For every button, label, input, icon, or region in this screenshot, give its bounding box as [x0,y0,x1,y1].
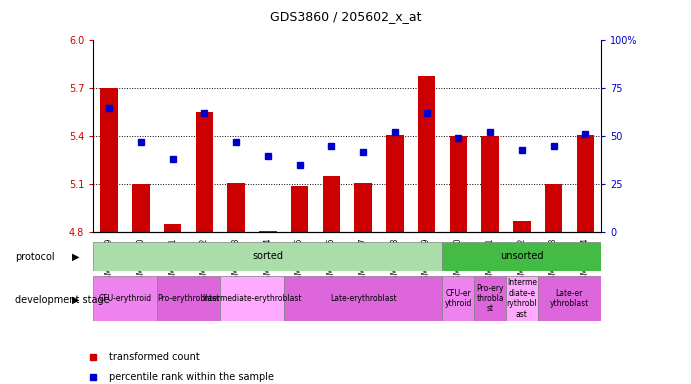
Bar [545,184,562,232]
Bar [259,231,276,232]
Bar [442,242,601,271]
Bar [132,184,150,232]
Bar [164,224,181,232]
Text: GDS3860 / 205602_x_at: GDS3860 / 205602_x_at [269,10,422,23]
Text: Pro-ery
throbla
st: Pro-ery throbla st [476,284,504,313]
Text: unsorted: unsorted [500,251,544,262]
Bar [442,276,474,321]
Bar [450,136,467,232]
Bar [323,176,340,232]
Text: CFU-erythroid: CFU-erythroid [98,294,151,303]
Bar [538,276,601,321]
Bar [100,88,118,232]
Text: ▶: ▶ [72,295,79,305]
Text: protocol: protocol [15,252,55,262]
Text: development stage: development stage [15,295,110,305]
Bar [291,186,308,232]
Bar [220,276,284,321]
Bar [157,276,220,321]
Bar [227,183,245,232]
Text: Late-er
ythroblast: Late-er ythroblast [550,289,589,308]
Text: Late-erythroblast: Late-erythroblast [330,294,397,303]
Text: Pro-erythroblast: Pro-erythroblast [158,294,220,303]
Bar [93,242,442,271]
Text: percentile rank within the sample: percentile rank within the sample [108,371,274,382]
Bar [284,276,442,321]
Text: ▶: ▶ [72,252,79,262]
Text: Interme
diate-e
rythrobl
ast: Interme diate-e rythrobl ast [507,278,537,319]
Bar [418,76,435,232]
Bar [474,276,506,321]
Bar [93,276,157,321]
Text: Intermediate-erythroblast: Intermediate-erythroblast [202,294,302,303]
Text: transformed count: transformed count [108,351,199,362]
Text: CFU-er
ythroid: CFU-er ythroid [444,289,472,308]
Bar [196,112,213,232]
Bar [513,221,531,232]
Bar [576,135,594,232]
Bar [482,136,499,232]
Bar [354,183,372,232]
Text: sorted: sorted [252,251,283,262]
Bar [506,276,538,321]
Bar [386,135,404,232]
